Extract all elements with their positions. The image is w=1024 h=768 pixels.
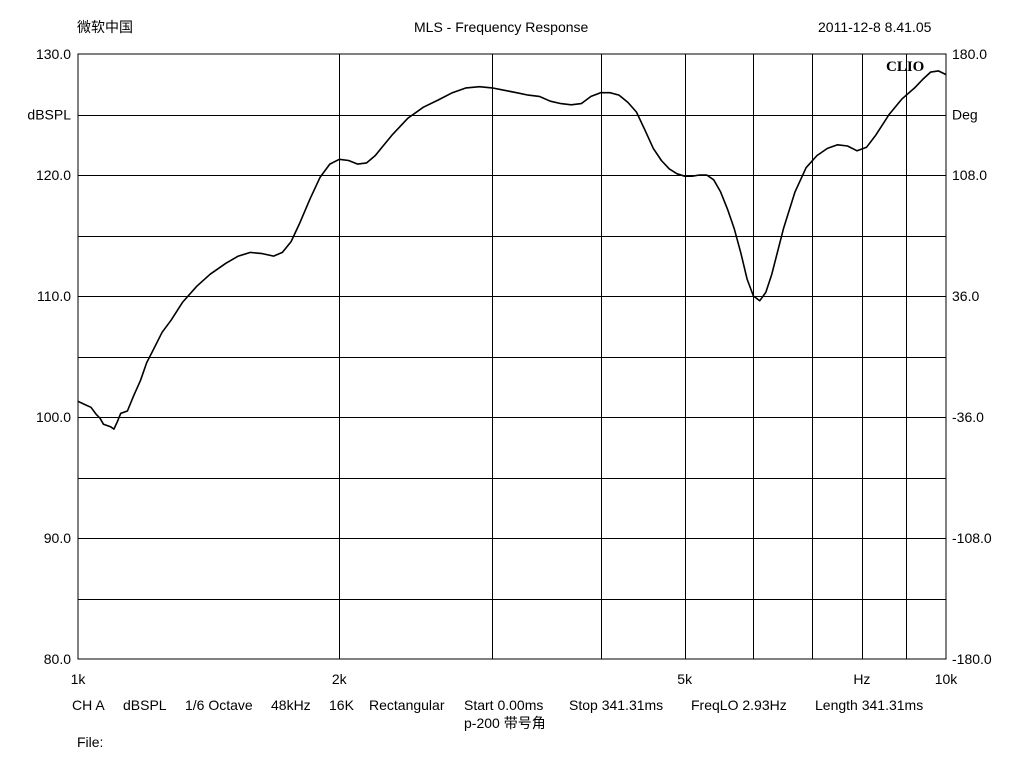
y-right-tick-label: -108.0 — [952, 530, 992, 546]
plot-frame — [77, 53, 947, 660]
y-right-tick-label: 180.0 — [952, 46, 987, 62]
frequency-response-curve — [77, 70, 947, 430]
y-left-tick-label: 80.0 — [44, 651, 71, 667]
y-right-tick-label: -180.0 — [952, 651, 992, 667]
footer-unit: dBSPL — [123, 697, 167, 713]
chart-title: MLS - Frequency Response — [414, 19, 589, 35]
x-tick-label: 1k — [71, 671, 87, 687]
y-left-axis-label: dBSPL — [27, 107, 71, 123]
timestamp: 2011-12-8 8.41.05 — [818, 19, 932, 35]
y-right-tick-label: 108.0 — [952, 167, 987, 183]
footer-stop: Stop 341.31ms — [569, 697, 664, 713]
y-left-tick-label: 130.0 — [36, 46, 71, 62]
footer-window: Rectangular — [369, 697, 445, 713]
axis-labels: 80.0 90.0 100.0 110.0 120.0 130.0 dBSPL -180.0 -… — [27, 46, 992, 687]
footer-freqlo: FreqLO 2.93Hz — [691, 697, 787, 713]
footer-samplerate: 48kHz — [271, 697, 311, 713]
y-right-tick-label: -36.0 — [952, 409, 984, 425]
footer-start: Start 0.00ms — [464, 697, 544, 713]
y-left-tick-label: 100.0 — [36, 409, 71, 425]
x-tick-label: 10k — [935, 671, 959, 687]
footer-size: 16K — [329, 697, 354, 713]
footer-length: Length 341.31ms — [815, 697, 924, 713]
x-tick-label: 5k — [677, 671, 693, 687]
grid-layer — [78, 54, 946, 659]
footer-smoothing: 1/6 Octave — [185, 697, 253, 713]
x-tick-label: Hz — [853, 671, 870, 687]
y-left-tick-label: 90.0 — [44, 530, 71, 546]
footer-description: p-200 带号角 — [464, 715, 546, 731]
y-right-tick-label: 36.0 — [952, 288, 979, 304]
x-tick-label: 2k — [332, 671, 348, 687]
footer-channel: CH A — [72, 697, 105, 713]
y-left-tick-label: 110.0 — [37, 288, 71, 304]
company-label: 微软中国 — [77, 19, 133, 35]
y-right-axis-label: Deg — [952, 107, 978, 123]
y-left-tick-label: 120.0 — [36, 167, 71, 183]
clio-logo: CLIO — [886, 59, 924, 75]
file-label: File: — [77, 734, 104, 750]
